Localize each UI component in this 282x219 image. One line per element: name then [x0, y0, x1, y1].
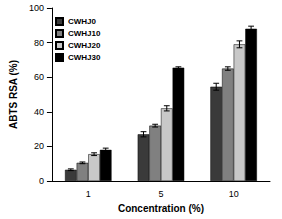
svg-text:1: 1 [86, 189, 91, 199]
svg-text:80: 80 [34, 38, 44, 48]
svg-text:40: 40 [34, 107, 44, 117]
svg-text:CWHJ10: CWHJ10 [68, 29, 101, 38]
svg-text:CWHJ30: CWHJ30 [68, 53, 101, 62]
svg-text:10: 10 [229, 189, 239, 199]
svg-text:ABTS RSA (%): ABTS RSA (%) [8, 60, 19, 129]
svg-text:5: 5 [158, 189, 163, 199]
svg-text:20: 20 [34, 141, 44, 151]
svg-text:0: 0 [39, 176, 44, 186]
svg-text:CWHJ0: CWHJ0 [68, 17, 97, 26]
svg-text:100: 100 [29, 3, 44, 13]
svg-text:60: 60 [34, 72, 44, 82]
svg-text:Concentration (%): Concentration (%) [118, 203, 204, 214]
svg-text:CWHJ20: CWHJ20 [68, 41, 101, 50]
